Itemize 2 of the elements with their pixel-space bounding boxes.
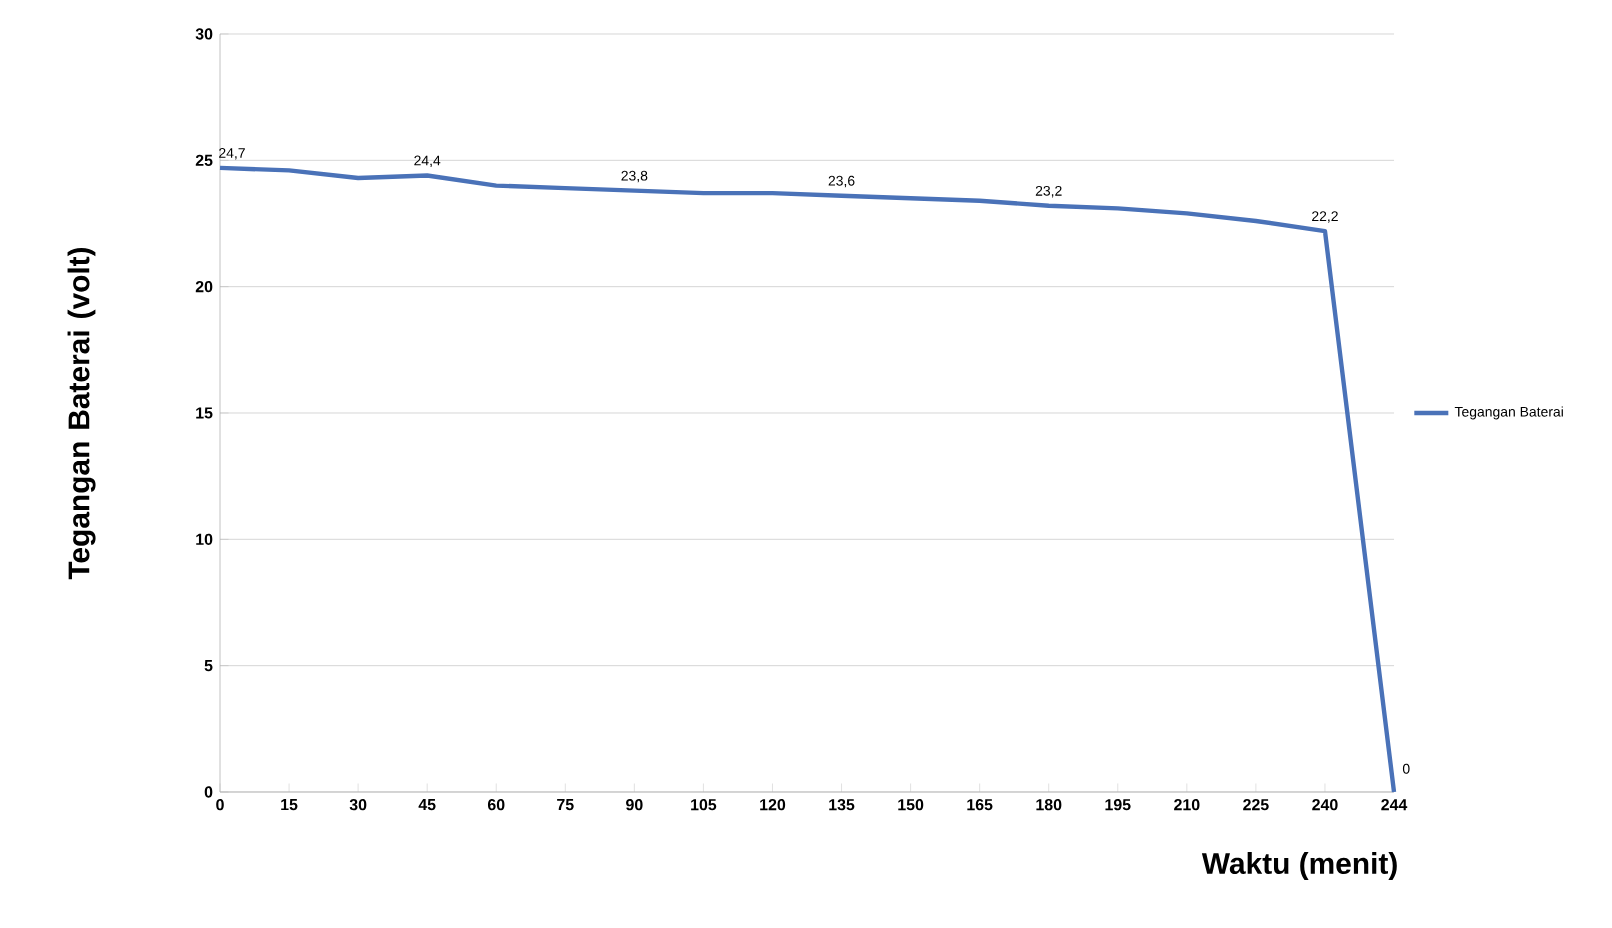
x-axis-title: Waktu (menit) [1201,852,1397,880]
y-axis-title: Tegangan Baterai (volt) [67,247,96,580]
